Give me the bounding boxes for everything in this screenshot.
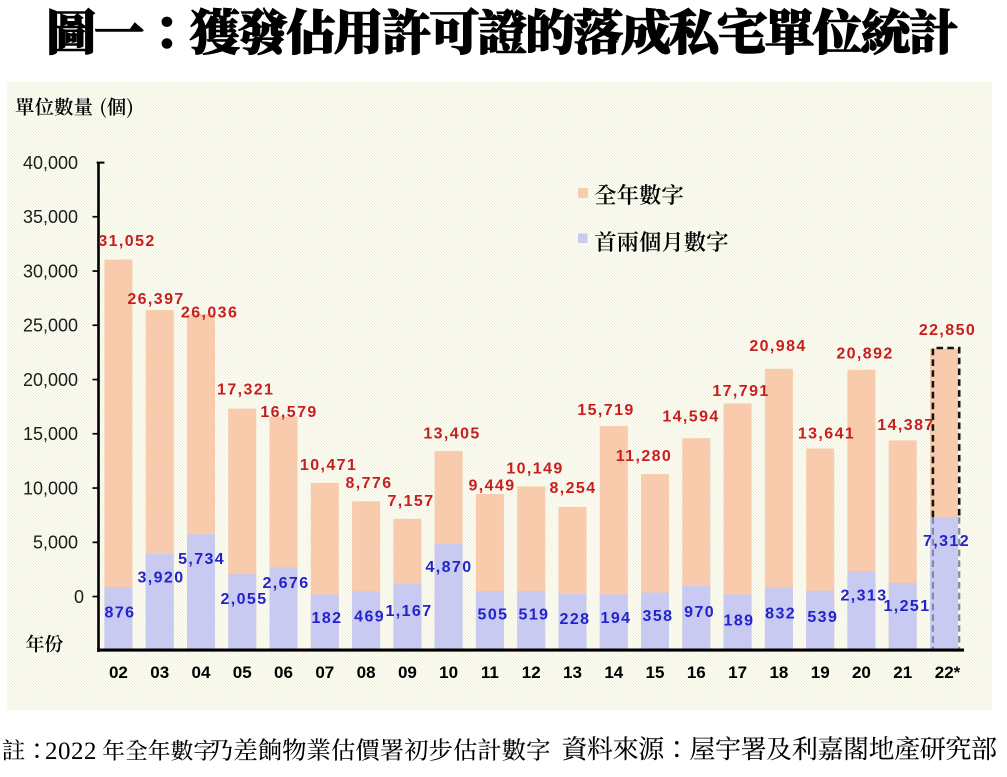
- svg-text:539: 539: [807, 609, 838, 626]
- svg-text:16,579: 16,579: [260, 404, 317, 421]
- svg-text:2,055: 2,055: [220, 591, 267, 608]
- svg-text:06: 06: [274, 663, 293, 682]
- svg-text:358: 358: [643, 608, 674, 625]
- svg-text:10,471: 10,471: [300, 457, 357, 474]
- svg-text:832: 832: [765, 606, 796, 623]
- svg-text:15,719: 15,719: [577, 402, 634, 419]
- svg-text:21: 21: [893, 663, 912, 682]
- svg-text:15: 15: [646, 663, 665, 682]
- svg-text:1,167: 1,167: [385, 603, 432, 620]
- svg-text:03: 03: [150, 663, 169, 682]
- svg-text:1,251: 1,251: [883, 598, 930, 615]
- svg-text:14,387: 14,387: [877, 417, 934, 434]
- svg-text:2,676: 2,676: [262, 575, 309, 592]
- svg-text:13: 13: [563, 663, 582, 682]
- svg-text:20,892: 20,892: [836, 345, 893, 362]
- svg-text:17: 17: [728, 663, 747, 682]
- svg-text:05: 05: [233, 663, 252, 682]
- svg-text:228: 228: [560, 611, 591, 628]
- svg-text:11,280: 11,280: [616, 448, 672, 465]
- svg-text:3,920: 3,920: [137, 569, 184, 586]
- svg-text:26,397: 26,397: [127, 291, 184, 308]
- svg-text:22,850: 22,850: [919, 322, 976, 339]
- svg-text:469: 469: [354, 608, 385, 625]
- svg-text:07: 07: [315, 663, 334, 682]
- svg-text:8,254: 8,254: [549, 480, 596, 497]
- svg-text:182: 182: [312, 610, 343, 627]
- svg-text:20: 20: [852, 663, 871, 682]
- svg-text:17,321: 17,321: [217, 381, 274, 398]
- svg-text:5,000: 5,000: [33, 533, 78, 553]
- svg-text:02: 02: [109, 663, 128, 682]
- svg-text:18: 18: [769, 663, 788, 682]
- svg-text:15,000: 15,000: [23, 424, 78, 444]
- svg-text:2,313: 2,313: [840, 587, 887, 604]
- svg-text:10,000: 10,000: [23, 478, 78, 498]
- svg-text:194: 194: [601, 610, 632, 627]
- svg-text:0: 0: [74, 587, 84, 607]
- svg-text:7,312: 7,312: [923, 533, 970, 550]
- svg-text:14: 14: [604, 663, 623, 682]
- svg-text:25,000: 25,000: [23, 316, 78, 336]
- svg-text:2022: 2022: [45, 738, 97, 765]
- svg-text:17,791: 17,791: [712, 383, 769, 400]
- svg-text:13,405: 13,405: [423, 426, 480, 443]
- svg-text:4,870: 4,870: [425, 559, 472, 576]
- svg-text:10: 10: [439, 663, 458, 682]
- svg-text:22*: 22*: [935, 663, 961, 682]
- svg-text:04: 04: [192, 663, 211, 682]
- svg-text:519: 519: [519, 606, 550, 623]
- svg-text:26,036: 26,036: [181, 304, 238, 321]
- svg-text:876: 876: [105, 604, 136, 621]
- svg-text:9,449: 9,449: [468, 477, 515, 494]
- svg-text:31,052: 31,052: [98, 233, 155, 250]
- svg-text:30,000: 30,000: [23, 261, 78, 281]
- svg-text:189: 189: [724, 612, 755, 629]
- svg-text:970: 970: [684, 604, 715, 621]
- svg-text:14,594: 14,594: [662, 408, 719, 425]
- svg-text:19: 19: [811, 663, 830, 682]
- svg-text:13,641: 13,641: [798, 425, 855, 442]
- svg-text:09: 09: [398, 663, 417, 682]
- svg-text:11: 11: [481, 663, 499, 682]
- svg-text:40,000: 40,000: [23, 153, 78, 173]
- svg-text:20,984: 20,984: [749, 338, 806, 355]
- svg-text:20,000: 20,000: [23, 370, 78, 390]
- svg-text:10,149: 10,149: [506, 461, 563, 478]
- svg-text:12: 12: [522, 663, 541, 682]
- svg-text:08: 08: [357, 663, 376, 682]
- svg-text:8,776: 8,776: [345, 475, 392, 492]
- svg-text:7,157: 7,157: [387, 493, 434, 510]
- svg-text:16: 16: [687, 663, 706, 682]
- svg-text:5,734: 5,734: [178, 551, 225, 568]
- svg-text:35,000: 35,000: [23, 207, 78, 227]
- svg-text:505: 505: [478, 607, 509, 624]
